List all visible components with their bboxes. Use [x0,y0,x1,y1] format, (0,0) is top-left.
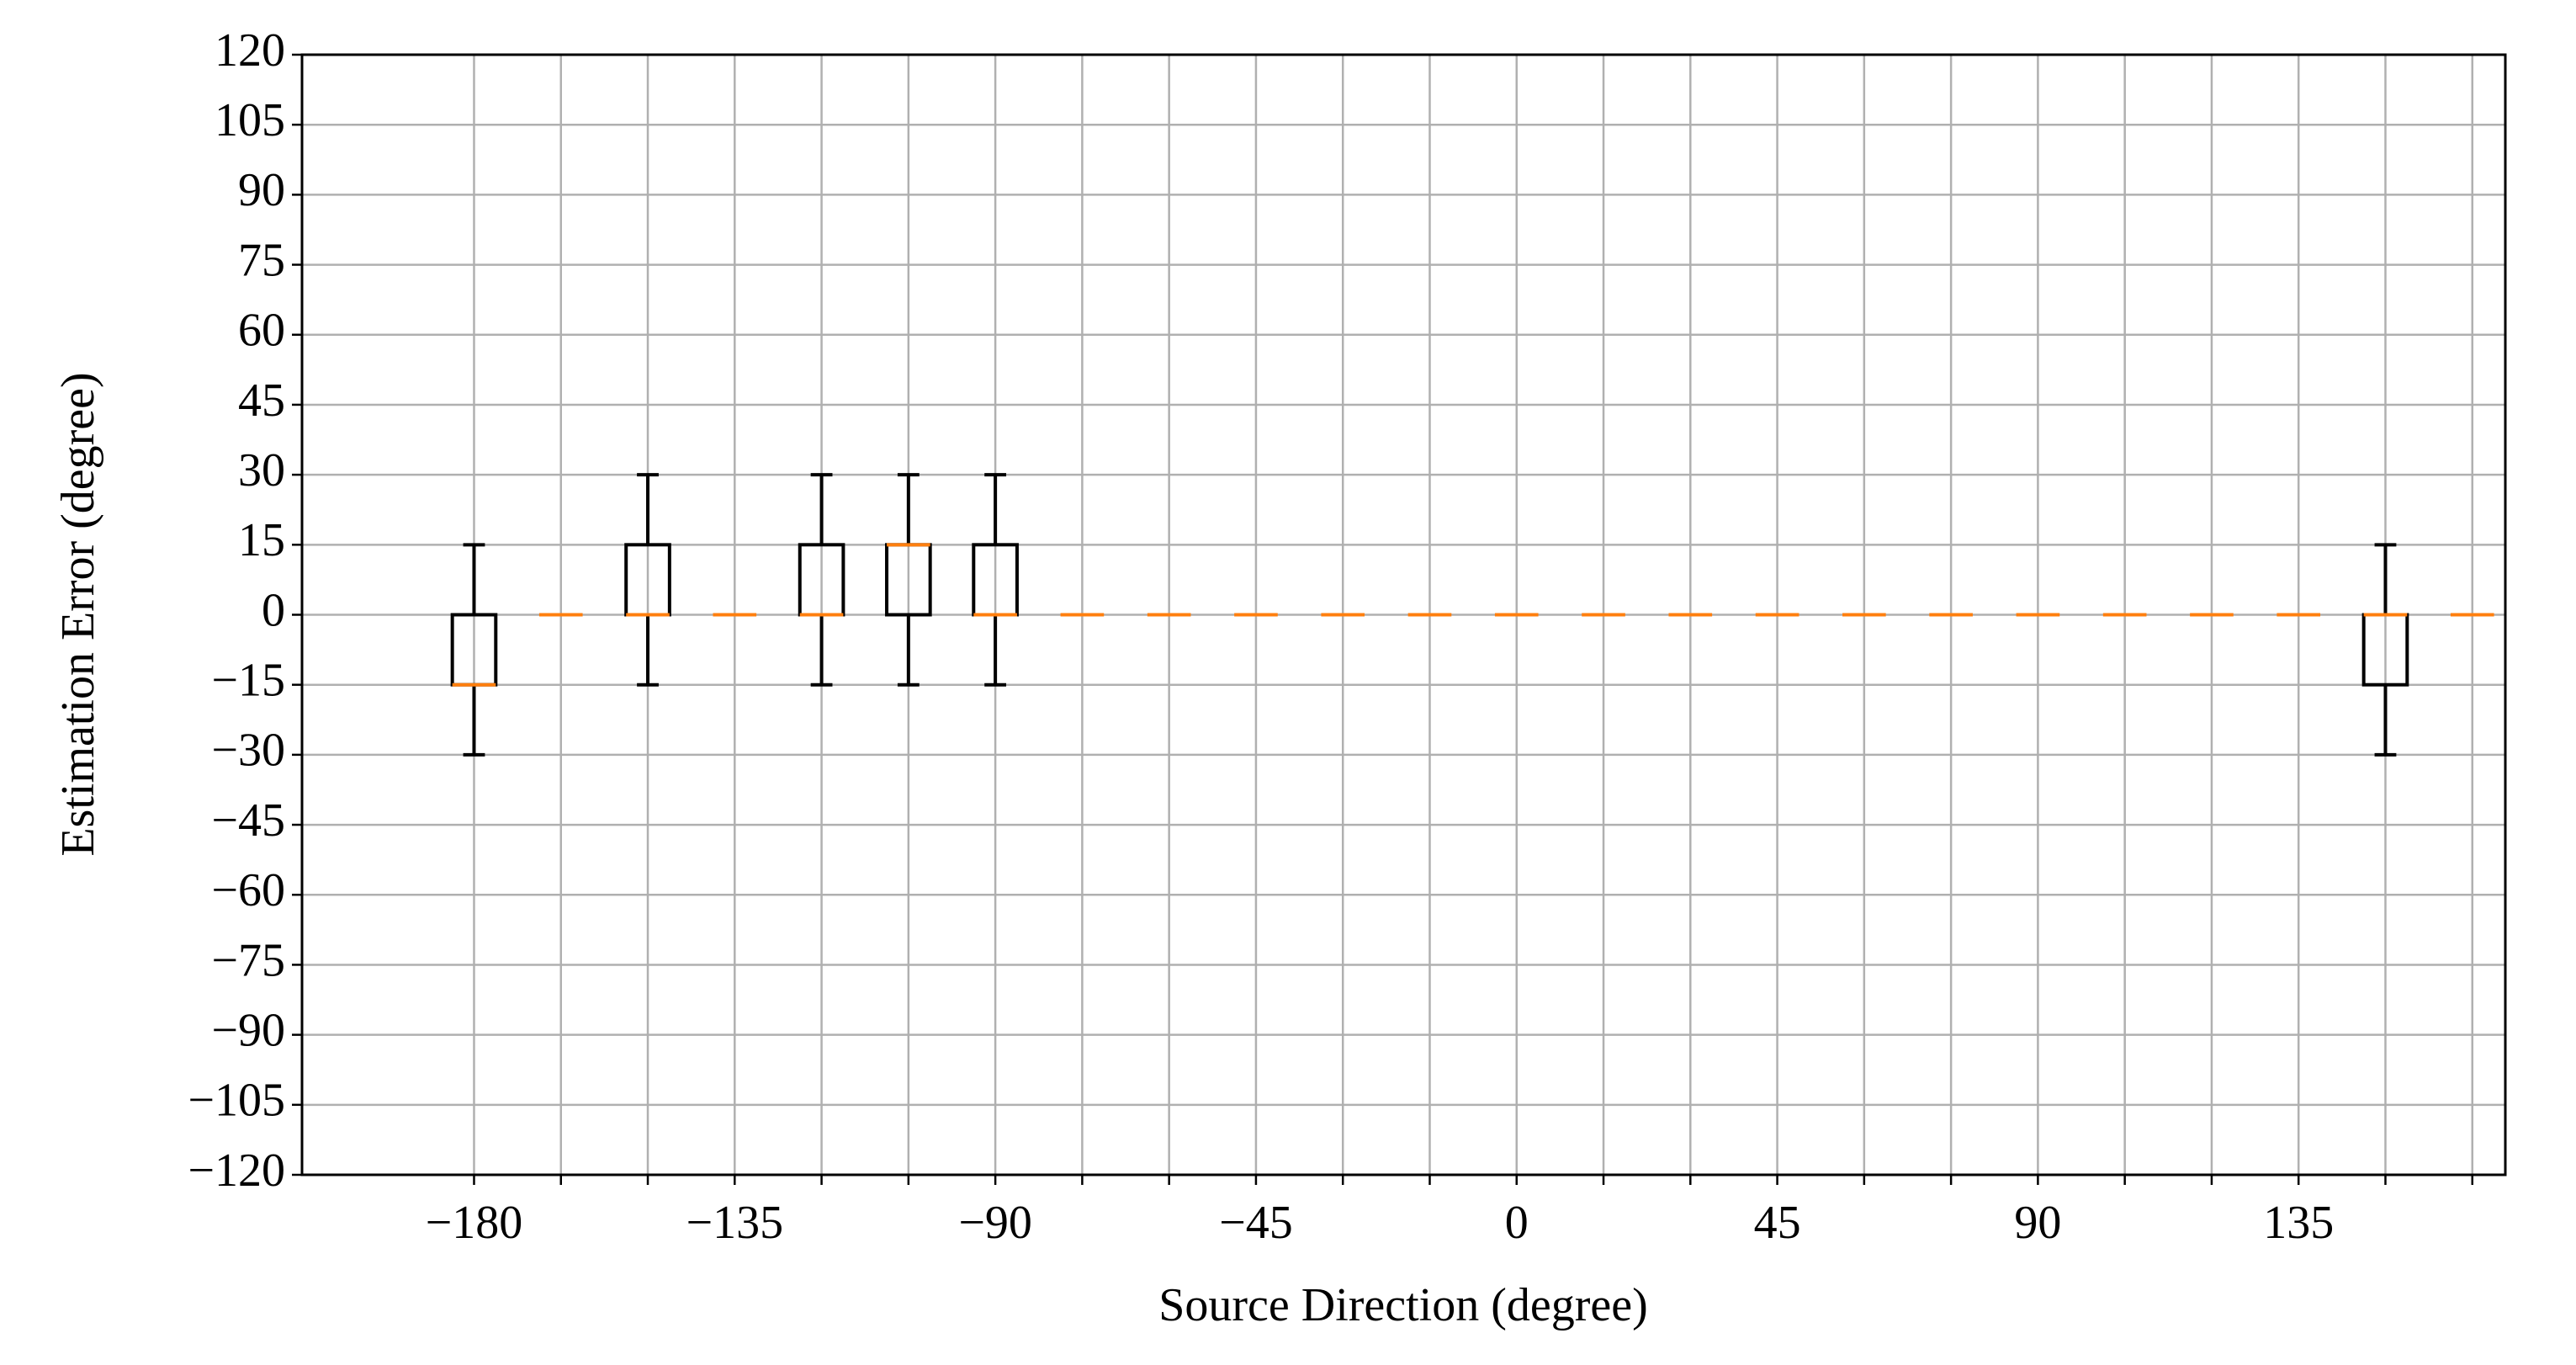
y-tick-label: −45 [211,794,285,847]
x-tick-label: −180 [426,1197,523,1249]
x-tick-label: 135 [2263,1197,2334,1249]
y-tick-label: 45 [238,374,285,427]
x-tick-label: 45 [1754,1197,1801,1249]
y-tick-label: −75 [211,934,285,986]
y-tick-label: −60 [211,864,285,916]
y-tick-label: −15 [211,655,285,707]
y-tick-label: 0 [262,584,285,636]
y-axis-label: Estimation Error (degree) [52,372,104,856]
y-tick-label: −30 [211,725,285,777]
x-tick-label: 90 [2014,1197,2061,1249]
x-tick-label: −45 [1219,1197,1293,1249]
x-tick-label: −90 [958,1197,1032,1249]
plot-frame [300,53,2507,1176]
y-tick-label: 105 [215,94,285,146]
y-tick-label: 75 [238,234,285,286]
y-tick-label: −105 [188,1075,285,1127]
y-tick-label: 15 [238,514,285,566]
y-tick-label: −90 [211,1004,285,1056]
x-tick-label: 0 [1505,1197,1529,1249]
y-tick-label: −120 [188,1145,285,1197]
x-tick-label: −135 [686,1197,784,1249]
y-tick-label: 60 [238,305,285,357]
x-axis-label: Source Direction (degree) [1158,1279,1648,1331]
y-tick-label: 90 [238,164,285,216]
y-tick-label: 120 [215,24,285,77]
y-tick-label: 30 [238,444,285,497]
